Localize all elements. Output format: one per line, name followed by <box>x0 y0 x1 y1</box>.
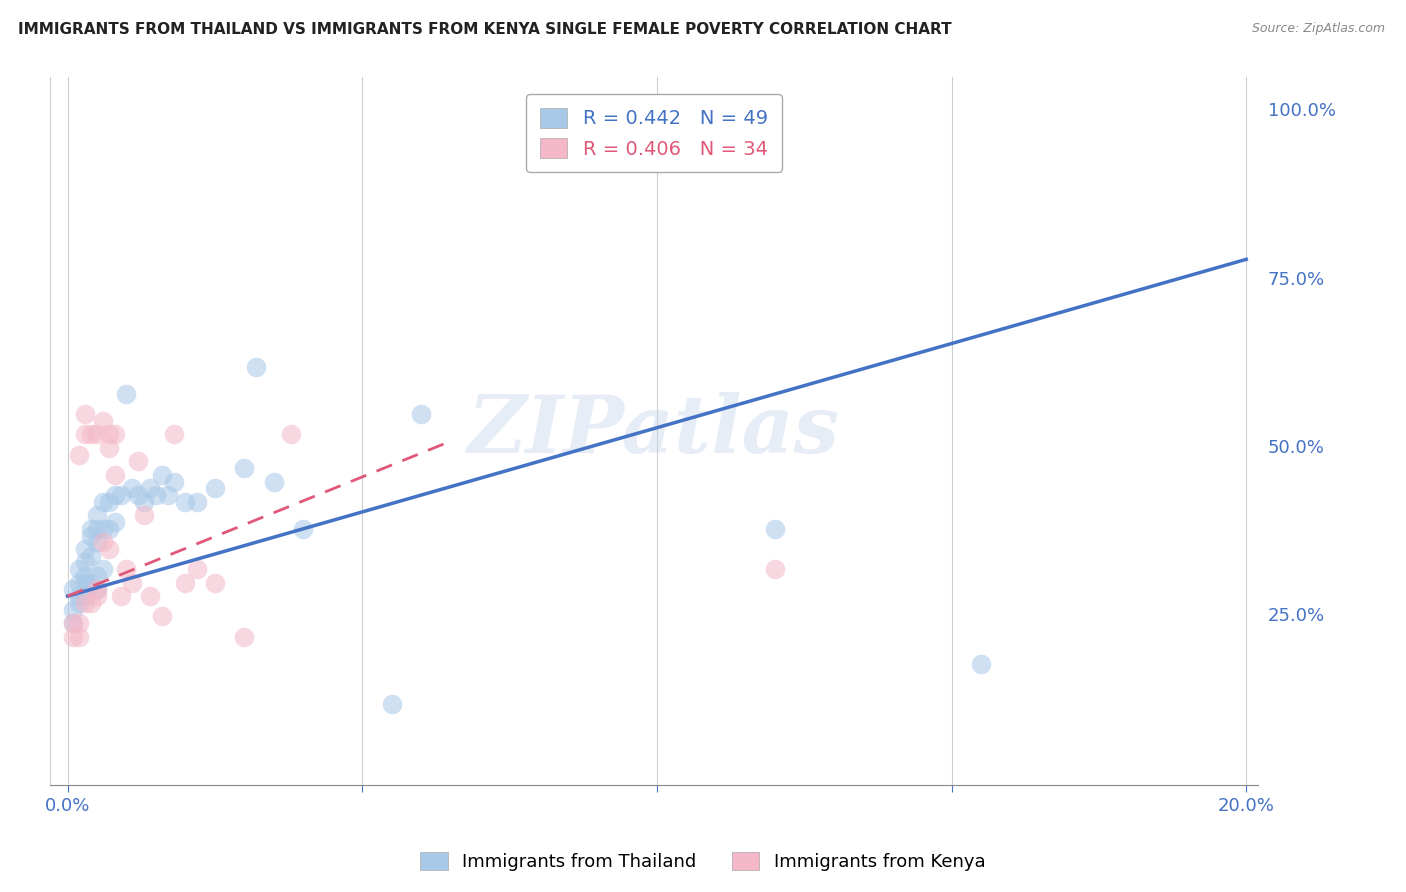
Point <box>75 407 97 421</box>
Point <box>97 441 120 455</box>
Point <box>104 467 127 482</box>
Point <box>970 657 993 671</box>
Point <box>763 522 786 536</box>
Point <box>80 522 103 536</box>
Text: 100.0%: 100.0% <box>1268 102 1336 120</box>
Point <box>156 488 179 502</box>
Point <box>67 562 90 576</box>
Text: IMMIGRANTS FROM THAILAND VS IMMIGRANTS FROM KENYA SINGLE FEMALE POVERTY CORRELAT: IMMIGRANTS FROM THAILAND VS IMMIGRANTS F… <box>18 22 952 37</box>
Point <box>67 589 90 603</box>
Point <box>150 609 173 624</box>
Point <box>91 495 114 509</box>
Point <box>86 427 108 442</box>
Point <box>97 541 120 556</box>
Point <box>104 515 127 529</box>
Point <box>162 475 184 489</box>
Point <box>80 596 103 610</box>
Point <box>80 528 103 542</box>
Point <box>97 427 120 442</box>
Point <box>134 495 156 509</box>
Point <box>75 589 97 603</box>
Point <box>62 616 84 631</box>
Point <box>75 596 97 610</box>
Point <box>97 522 120 536</box>
Point <box>127 454 149 468</box>
Point <box>233 461 256 475</box>
Point <box>75 427 97 442</box>
Point <box>86 582 108 597</box>
Legend: Immigrants from Thailand, Immigrants from Kenya: Immigrants from Thailand, Immigrants fro… <box>413 845 993 879</box>
Point <box>145 488 167 502</box>
Text: 50.0%: 50.0% <box>1268 439 1324 457</box>
Point <box>75 569 97 583</box>
Point <box>62 630 84 644</box>
Point <box>86 589 108 603</box>
Point <box>186 495 208 509</box>
Point <box>80 549 103 563</box>
Point <box>233 630 256 644</box>
Point <box>263 475 285 489</box>
Point <box>121 575 143 590</box>
Point <box>67 596 90 610</box>
Point <box>186 562 208 576</box>
Point <box>204 481 226 495</box>
Point <box>162 427 184 442</box>
Point <box>67 448 90 462</box>
Point <box>127 488 149 502</box>
Point <box>115 387 138 401</box>
Point <box>62 616 84 631</box>
Text: 75.0%: 75.0% <box>1268 270 1324 288</box>
Text: 25.0%: 25.0% <box>1268 607 1324 625</box>
Point <box>204 575 226 590</box>
Point <box>110 589 132 603</box>
Point <box>134 508 156 523</box>
Point <box>292 522 315 536</box>
Point <box>411 407 433 421</box>
Point <box>97 495 120 509</box>
Point <box>174 575 197 590</box>
Point <box>91 562 114 576</box>
Point <box>150 467 173 482</box>
Point <box>67 575 90 590</box>
Point <box>91 522 114 536</box>
Point <box>86 522 108 536</box>
Point <box>115 562 138 576</box>
Point <box>174 495 197 509</box>
Point <box>86 582 108 597</box>
Point <box>139 481 162 495</box>
Point <box>75 556 97 570</box>
Point <box>80 427 103 442</box>
Point <box>86 535 108 549</box>
Point <box>763 562 786 576</box>
Point <box>75 575 97 590</box>
Text: Source: ZipAtlas.com: Source: ZipAtlas.com <box>1251 22 1385 36</box>
Point <box>139 589 162 603</box>
Point <box>104 427 127 442</box>
Point <box>91 535 114 549</box>
Legend: R = 0.442   N = 49, R = 0.406   N = 34: R = 0.442 N = 49, R = 0.406 N = 34 <box>526 95 782 172</box>
Point <box>121 481 143 495</box>
Point <box>80 575 103 590</box>
Point <box>62 582 84 597</box>
Point <box>62 602 84 616</box>
Point <box>381 697 404 711</box>
Point <box>86 569 108 583</box>
Point <box>245 360 267 375</box>
Point <box>86 508 108 523</box>
Point <box>67 616 90 631</box>
Point <box>75 541 97 556</box>
Point <box>280 427 302 442</box>
Point <box>91 414 114 428</box>
Text: ZIPatlas: ZIPatlas <box>468 392 839 470</box>
Point <box>110 488 132 502</box>
Point <box>67 630 90 644</box>
Point <box>104 488 127 502</box>
